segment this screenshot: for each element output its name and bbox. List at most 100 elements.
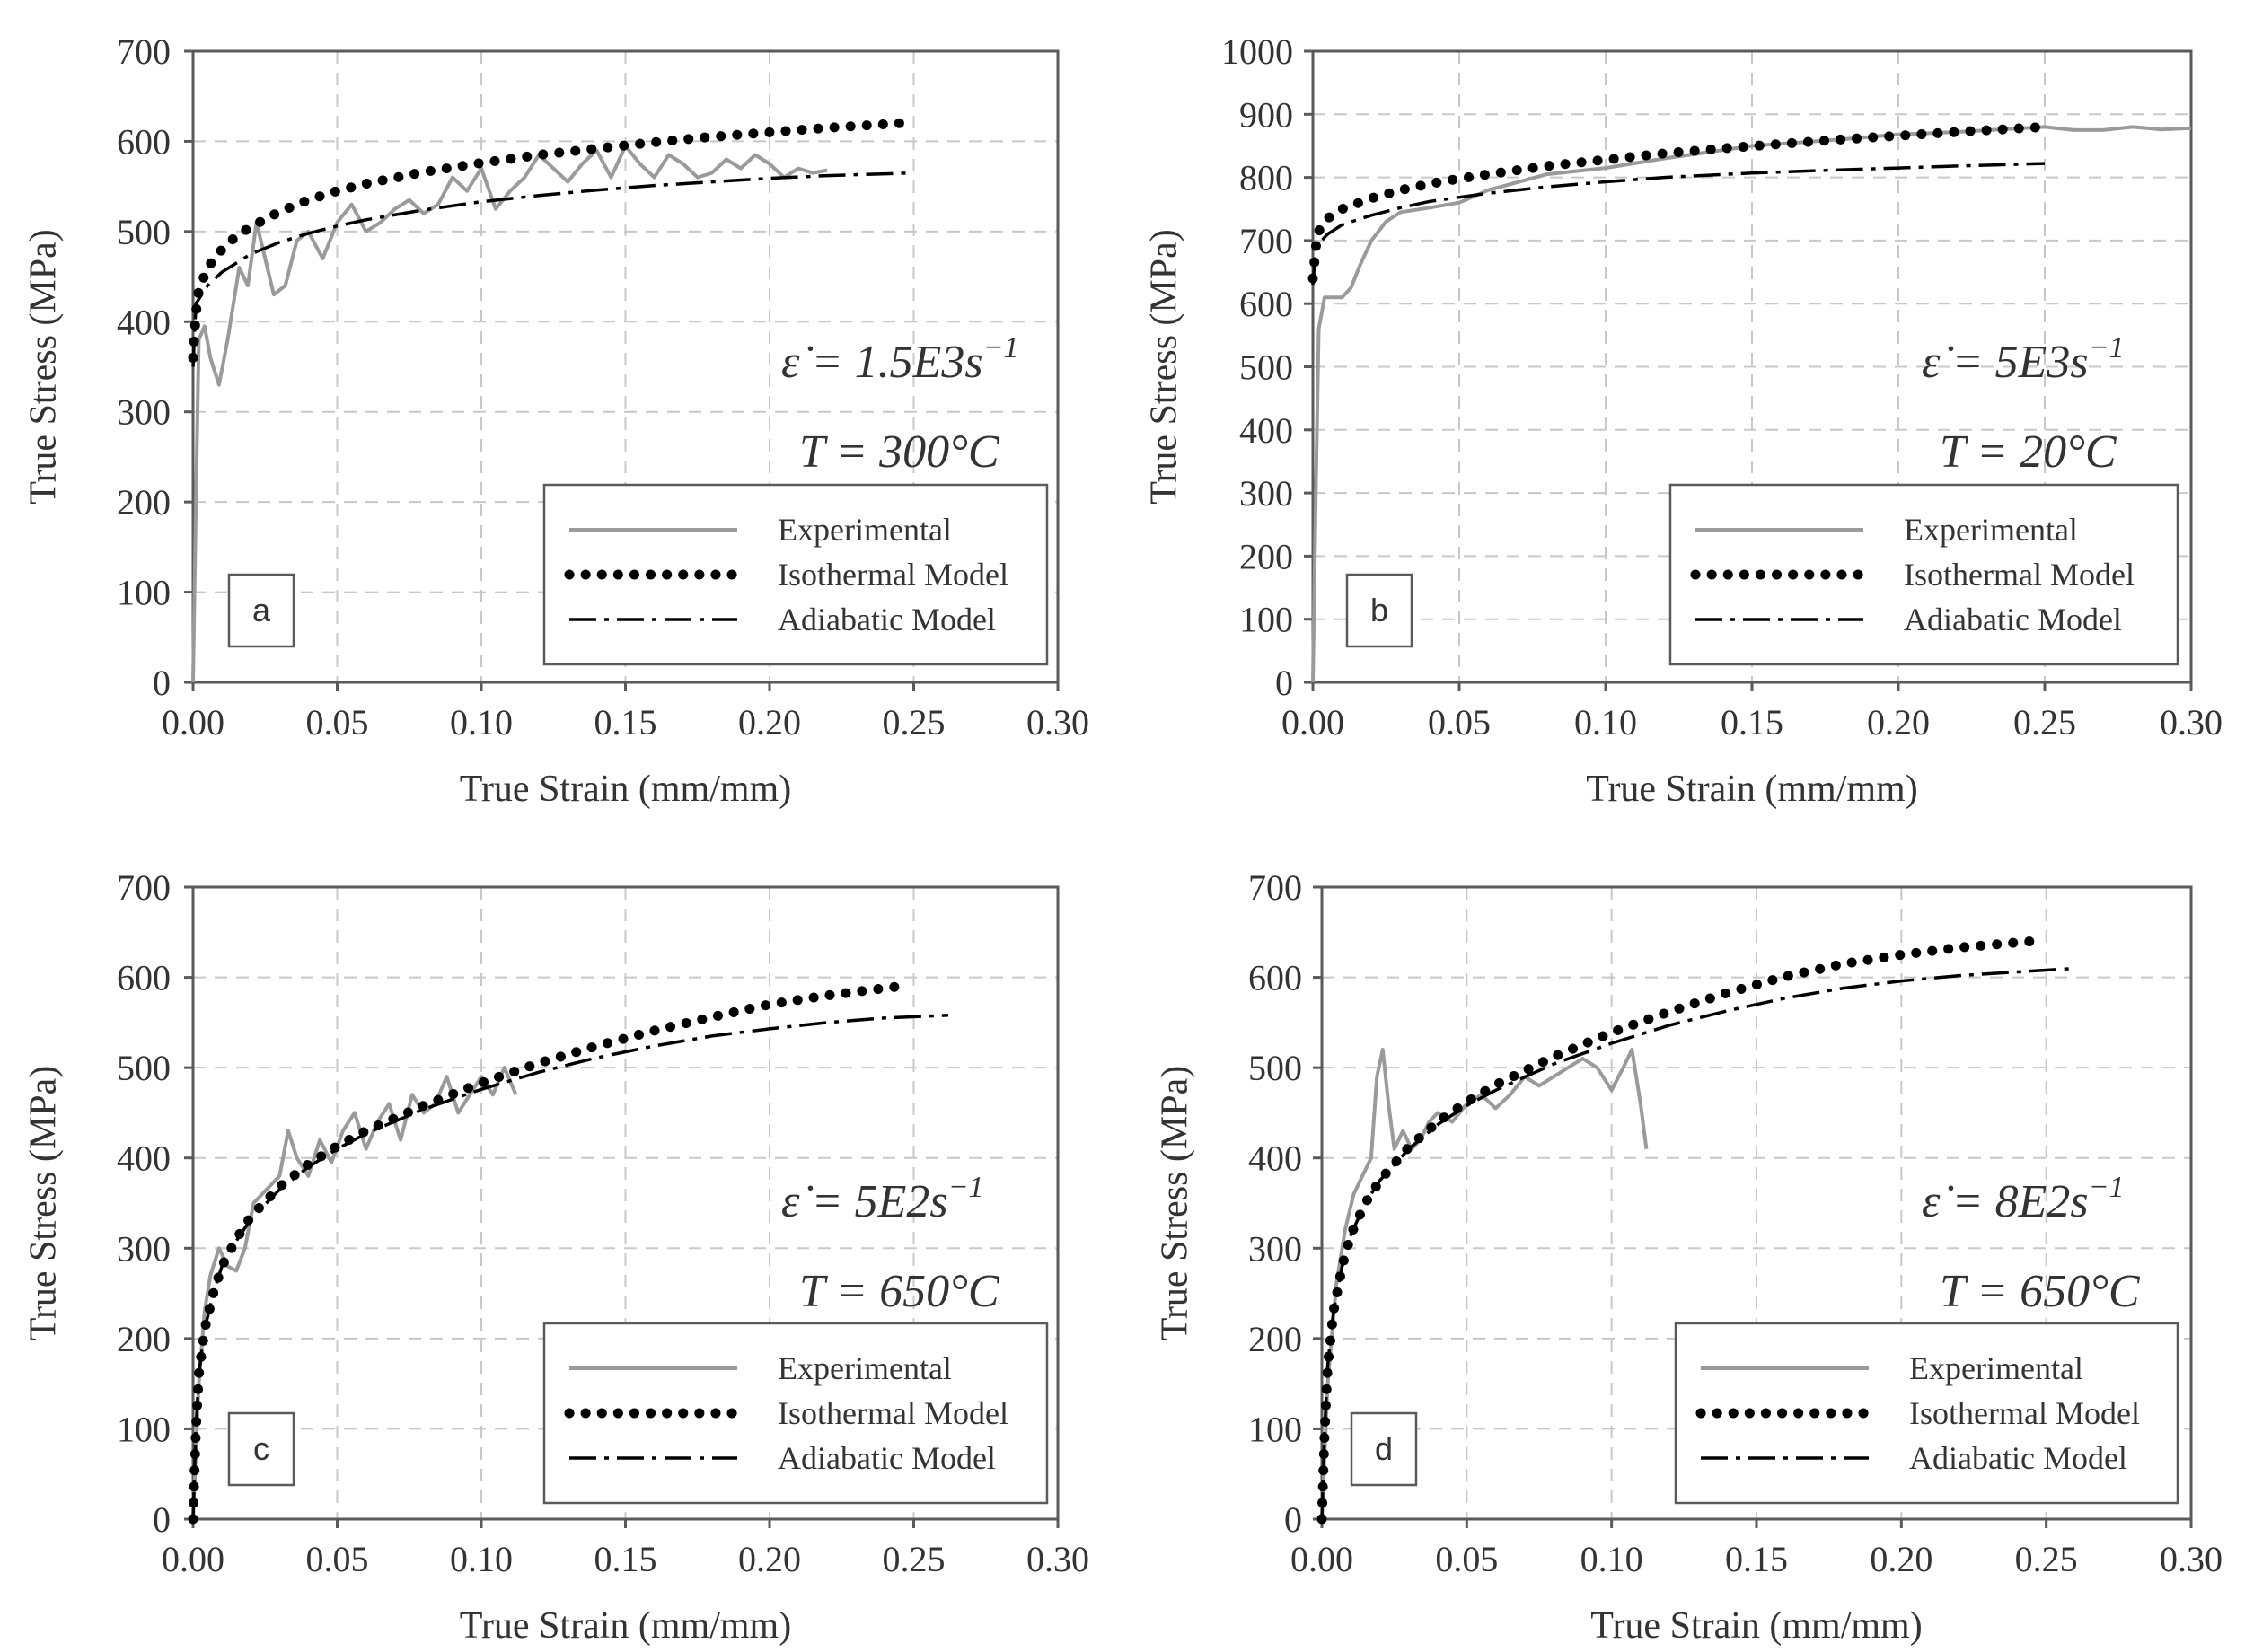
annotation-rate-text: ε̇ = 5E2s (781, 1176, 948, 1227)
annotation-rate-exponent: −1 (983, 331, 1019, 365)
series-line-isothermal-model (1316, 936, 2037, 1525)
series-line-isothermal-model (188, 981, 904, 1525)
y-tick-label: 200 (117, 482, 171, 523)
y-tick-label: 1000 (1221, 31, 1293, 72)
panel-label: d (1375, 1430, 1393, 1467)
x-tick-label: 0.15 (1725, 1539, 1788, 1579)
x-tick-label: 0.00 (1290, 1539, 1353, 1579)
y-tick-label: 100 (117, 1409, 171, 1449)
x-tick-label: 0.20 (738, 702, 801, 743)
legend-label: Isothermal Model (1909, 1395, 2140, 1431)
annotation-temperature: T = 650°C (1940, 1266, 2141, 1317)
legend-label: Experimental (1904, 512, 2078, 548)
y-tick-label: 600 (117, 958, 171, 998)
y-tick-label: 0 (1284, 1499, 1302, 1540)
annotation-temperature: T = 20°C (1940, 426, 2117, 478)
series-line-isothermal-model (188, 118, 904, 363)
legend-label: Experimental (1909, 1350, 2083, 1386)
legend-box (1674, 1322, 2179, 1505)
chart-panel-a: 0.00 0.05 0.10 0.15 0.20 0.25 0.30 0 100 200 300 40… (23, 31, 1089, 810)
annotation-rate-text: ε̇ = 5E3s (1922, 337, 2089, 388)
panel-label: a (252, 592, 271, 628)
panel-label-box (227, 573, 295, 648)
legend-label: Adiabatic Model (1909, 1440, 2127, 1476)
y-tick-label: 400 (1248, 1138, 1302, 1179)
y-tick-label: 700 (1248, 867, 1302, 908)
y-tick-label: 0 (153, 1499, 171, 1540)
x-tick-label: 0.05 (1435, 1539, 1498, 1579)
x-tick-label: 0.00 (1281, 702, 1344, 743)
y-tick-label: 500 (1248, 1048, 1302, 1088)
annotation-strain-rate: ε̇ = 5E3s−1 (1922, 331, 2125, 388)
legend-label: Adiabatic Model (778, 602, 996, 637)
series-line-experimental (191, 1066, 518, 1520)
legend-label: Adiabatic Model (1904, 602, 2122, 637)
annotation-rate-exponent: −1 (948, 1171, 984, 1204)
x-tick-label: 0.15 (594, 1539, 657, 1579)
legend-box (542, 483, 1049, 666)
chart-panel-b: 0.00 0.05 0.10 0.15 0.20 0.25 0.30 0 100 200 300 40… (1144, 31, 2223, 810)
x-axis-title: True Strain (mm/mm) (1590, 1605, 1922, 1647)
legend-label: Experimental (778, 512, 952, 548)
y-tick-label: 200 (1239, 536, 1293, 576)
panel-label: b (1370, 592, 1388, 628)
legend-label: Isothermal Model (778, 1395, 1008, 1431)
y-tick-label: 600 (1248, 958, 1302, 998)
legend: Experimental Isothermal Model Adiabatic Mo… (1674, 1322, 2179, 1505)
legend-box (1668, 483, 2179, 666)
y-tick-label: 300 (1239, 473, 1293, 514)
y-tick-label: 300 (1248, 1228, 1302, 1269)
annotation-strain-rate: ε̇ = 1.5E3s−1 (781, 331, 1019, 388)
x-tick-label: 0.25 (883, 1539, 946, 1579)
y-tick-label: 200 (117, 1319, 171, 1359)
y-axis-title: True Stress (MPa) (1155, 1066, 1196, 1340)
annotation-rate-exponent: −1 (2089, 331, 2125, 365)
y-axis-title: True Stress (MPa) (23, 229, 65, 504)
panel-label-box (1345, 573, 1413, 648)
y-tick-label: 700 (1239, 221, 1293, 261)
annotation-rate-text: ε̇ = 1.5E3s (781, 337, 983, 388)
y-tick-label: 400 (1239, 410, 1293, 451)
series-line-isothermal-model (1307, 121, 2050, 284)
y-axis-title: True Stress (MPa) (1144, 229, 1185, 504)
legend-label: Isothermal Model (1904, 557, 2135, 593)
y-tick-label: 500 (117, 1048, 171, 1088)
y-tick-label: 400 (117, 1138, 171, 1179)
x-tick-label: 0.15 (594, 702, 657, 743)
x-tick-label: 0.10 (450, 1539, 513, 1579)
legend-box (542, 1322, 1049, 1505)
y-axis-title: True Stress (MPa) (23, 1066, 65, 1340)
y-tick-label: 900 (1239, 94, 1293, 135)
panel-label-box (227, 1411, 295, 1487)
x-tick-label: 0.25 (2013, 702, 2076, 743)
x-axis-title: True Strain (mm/mm) (460, 1605, 791, 1647)
series-line-experimental (191, 144, 828, 683)
legend: Experimental Isothermal Model Adiabatic Mo… (1668, 483, 2179, 666)
x-tick-label: 0.20 (738, 1539, 801, 1579)
y-tick-label: 700 (117, 31, 171, 72)
y-tick-label: 300 (117, 392, 171, 433)
chart-panel-c: 0.00 0.05 0.10 0.15 0.20 0.25 0.30 0 100 200 300 40… (23, 867, 1089, 1647)
y-tick-label: 600 (117, 121, 171, 162)
y-tick-label: 500 (1239, 347, 1293, 388)
y-tick-label: 100 (1239, 600, 1293, 640)
y-tick-label: 800 (1239, 158, 1293, 198)
y-tick-label: 700 (117, 867, 171, 908)
panel-label-box (1350, 1411, 1418, 1487)
y-tick-label: 100 (1248, 1409, 1302, 1449)
y-tick-label: 400 (117, 302, 171, 342)
series-line-adiabatic-model (1320, 966, 2076, 1520)
annotation-rate-text: ε̇ = 8E2s (1922, 1176, 2089, 1227)
x-tick-label: 0.25 (883, 702, 946, 743)
x-tick-label: 0.30 (2160, 702, 2223, 743)
annotation-temperature: T = 300°C (799, 426, 1000, 478)
y-tick-label: 600 (1239, 284, 1293, 324)
x-tick-label: 0.30 (1026, 702, 1089, 743)
series-line-adiabatic-model (191, 171, 914, 367)
y-tick-label: 0 (153, 663, 171, 703)
legend-label: Experimental (778, 1350, 952, 1386)
annotation-temperature: T = 650°C (799, 1266, 1000, 1317)
x-tick-label: 0.15 (1721, 702, 1783, 743)
annotation-strain-rate: ε̇ = 8E2s−1 (1922, 1171, 2125, 1227)
